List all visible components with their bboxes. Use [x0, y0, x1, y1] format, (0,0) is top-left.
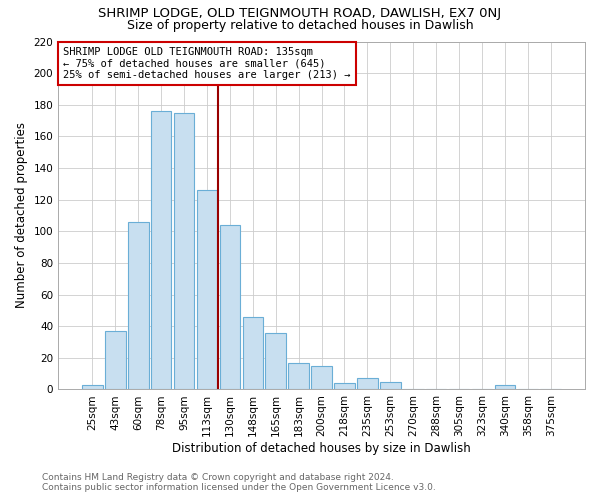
Text: SHRIMP LODGE, OLD TEIGNMOUTH ROAD, DAWLISH, EX7 0NJ: SHRIMP LODGE, OLD TEIGNMOUTH ROAD, DAWLI…: [98, 8, 502, 20]
Text: Contains HM Land Registry data © Crown copyright and database right 2024.
Contai: Contains HM Land Registry data © Crown c…: [42, 473, 436, 492]
Bar: [311, 366, 332, 390]
Y-axis label: Number of detached properties: Number of detached properties: [15, 122, 28, 308]
Bar: [128, 222, 149, 390]
Bar: [197, 190, 217, 390]
Bar: [380, 382, 401, 390]
Bar: [265, 332, 286, 390]
Bar: [289, 362, 309, 390]
Bar: [242, 316, 263, 390]
Bar: [357, 378, 378, 390]
Bar: [105, 331, 125, 390]
Bar: [220, 225, 240, 390]
Bar: [334, 383, 355, 390]
Text: SHRIMP LODGE OLD TEIGNMOUTH ROAD: 135sqm
← 75% of detached houses are smaller (6: SHRIMP LODGE OLD TEIGNMOUTH ROAD: 135sqm…: [64, 46, 351, 80]
Text: Size of property relative to detached houses in Dawlish: Size of property relative to detached ho…: [127, 19, 473, 32]
Bar: [494, 384, 515, 390]
X-axis label: Distribution of detached houses by size in Dawlish: Distribution of detached houses by size …: [172, 442, 471, 455]
Bar: [174, 112, 194, 390]
Bar: [151, 111, 172, 390]
Bar: [82, 384, 103, 390]
